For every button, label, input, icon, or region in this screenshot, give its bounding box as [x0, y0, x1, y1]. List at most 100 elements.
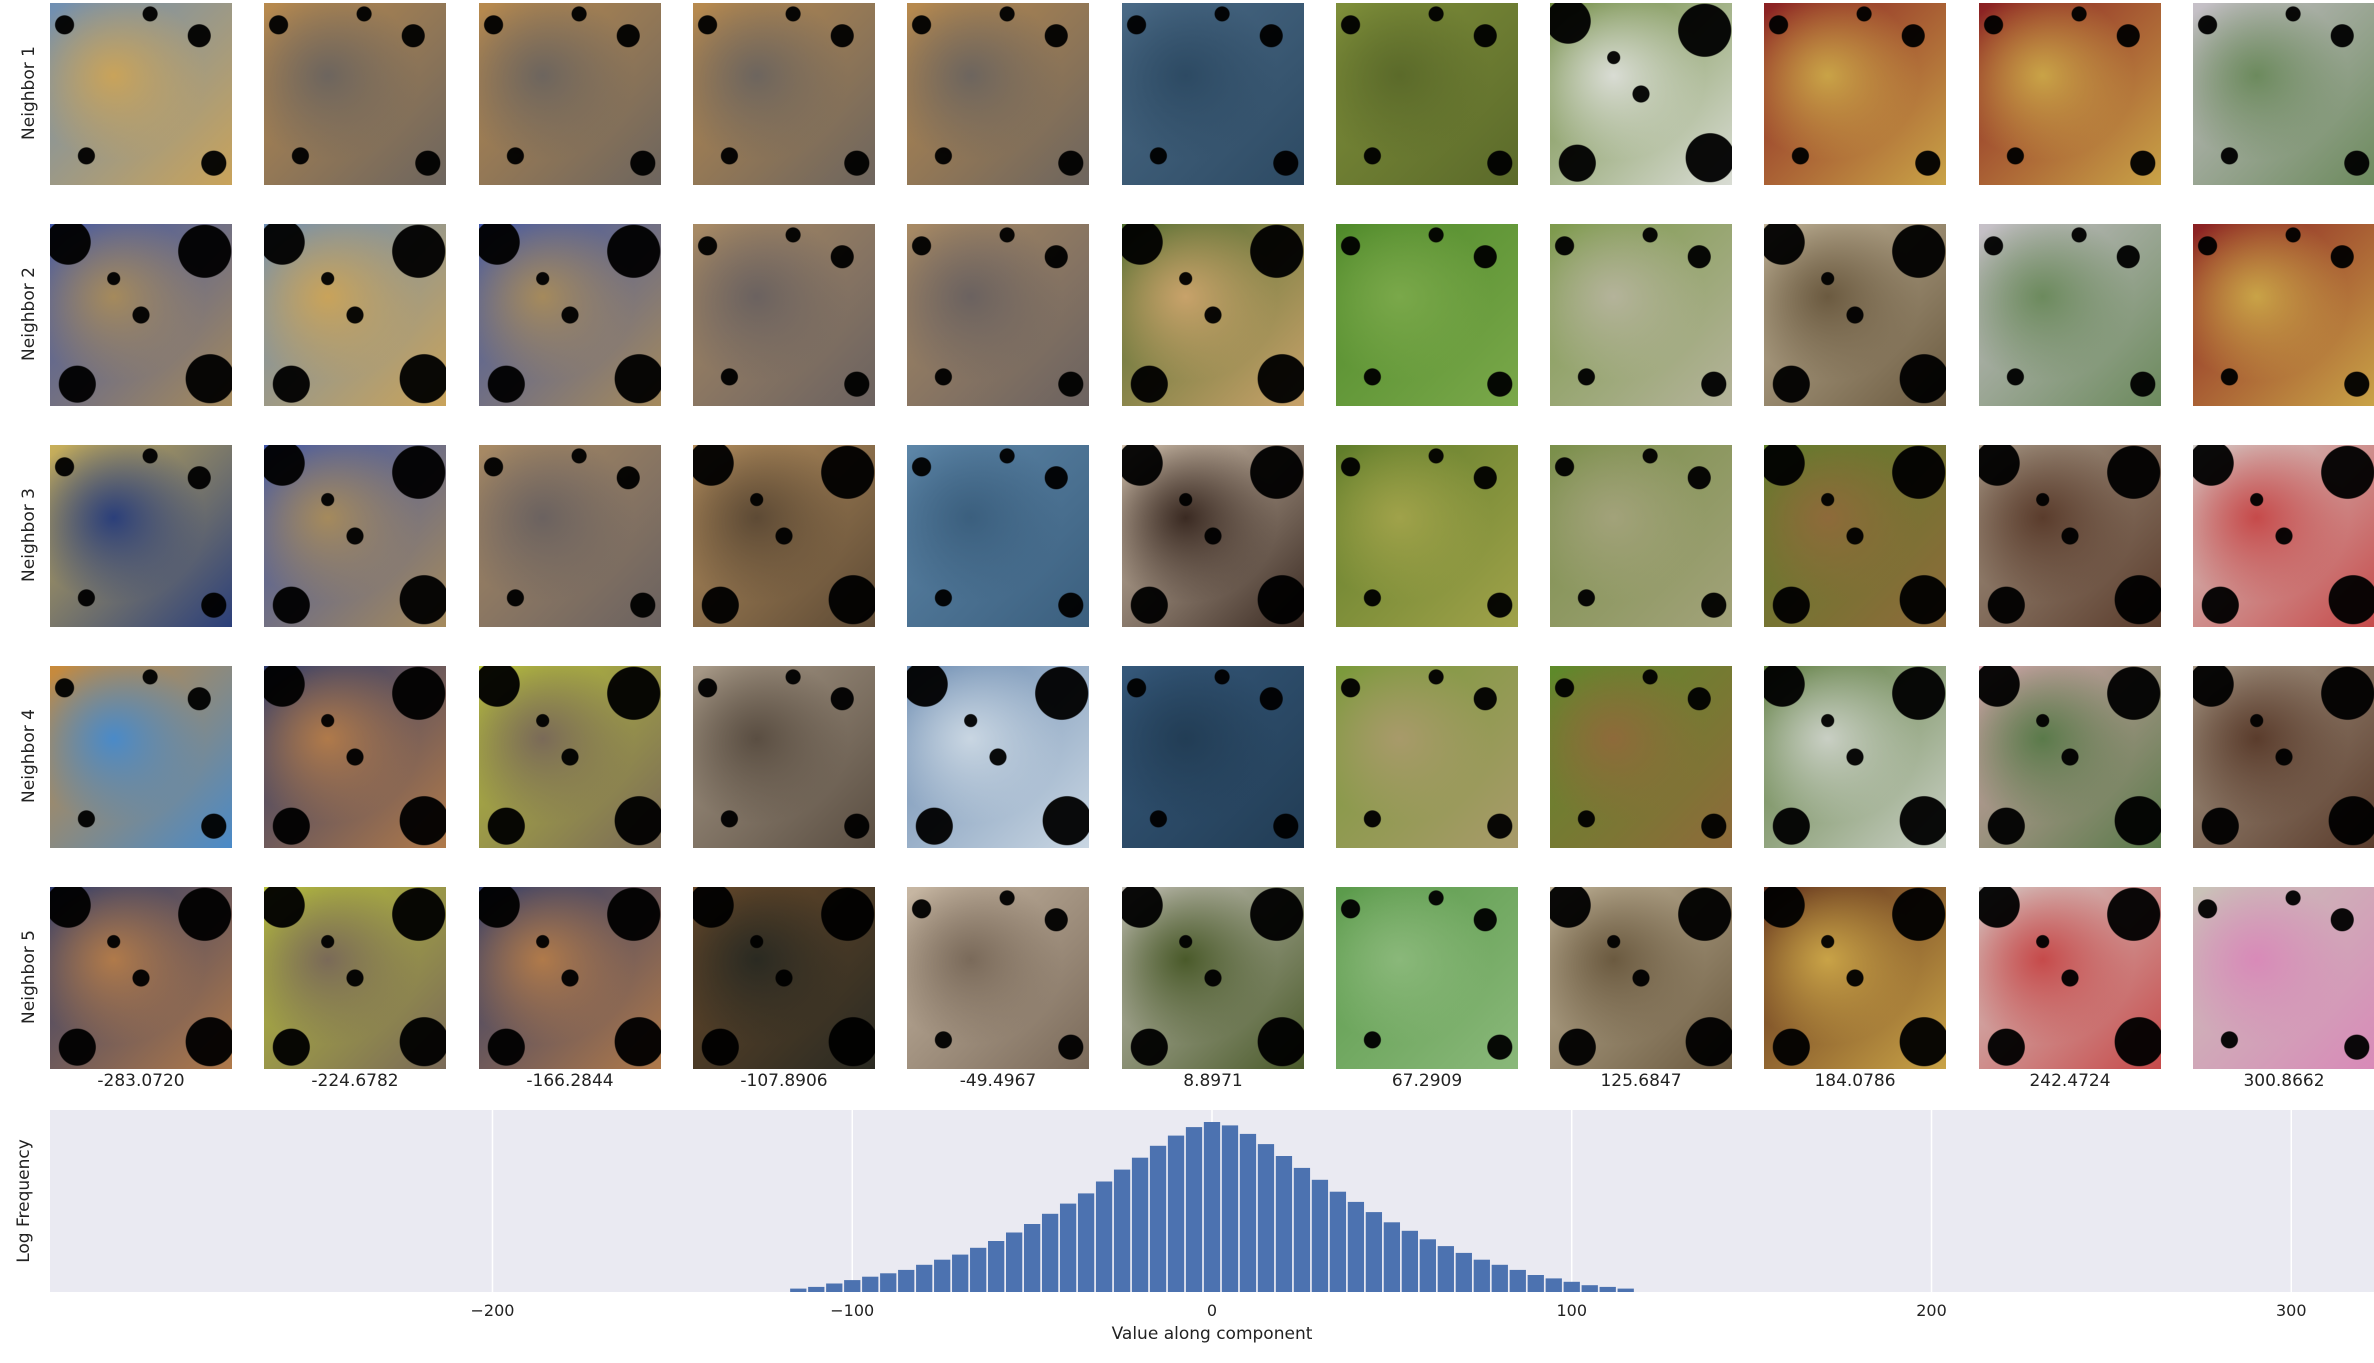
thumbnail-mask: [264, 887, 446, 1069]
puppy-hand-photo: [1122, 445, 1304, 627]
histogram-bar: [1563, 1281, 1580, 1292]
row-label: Neighbor 2: [14, 224, 44, 404]
thumbnail-mask: [1122, 666, 1304, 848]
yellow-board-photo: [479, 666, 661, 848]
grass-insect-photo: [1550, 3, 1732, 185]
histogram-bar: [1077, 1193, 1095, 1292]
histogram-bar: [916, 1264, 933, 1292]
column-value-label: 67.2909: [1391, 1071, 1463, 1091]
thumbnail-mask: [1979, 666, 2161, 848]
histogram-bar: [1419, 1239, 1436, 1292]
fur-floor-photo: [479, 445, 661, 627]
thumbnail-mask: [907, 666, 1089, 848]
histogram-bar: [1581, 1285, 1598, 1292]
thumbnail-mask: [264, 3, 446, 185]
thumbnail-mask: [907, 3, 1089, 185]
thumbnail-mask: [479, 3, 661, 185]
thumbnail-mask: [693, 224, 875, 406]
terrier-puppy-photo: [693, 445, 875, 627]
histogram-bar: [1491, 1264, 1508, 1292]
row-label: Neighbor 4: [14, 666, 44, 846]
column-value-label: -224.6782: [311, 1071, 399, 1091]
thumbnail-mask: [264, 445, 446, 627]
yellow-board-photo: [264, 887, 446, 1069]
thumbnail-mask: [1979, 224, 2161, 406]
histogram-bar: [1437, 1246, 1454, 1292]
measuring-cup-orchid-photo: [2193, 887, 2374, 1069]
boy-dog-photo: [479, 224, 661, 406]
histogram-bar: [1185, 1127, 1203, 1292]
cake-stand-photo: [1764, 887, 1946, 1069]
histogram-bar: [988, 1241, 1005, 1292]
histogram-bar: [1473, 1259, 1490, 1292]
thumbnail-mask: [1550, 3, 1732, 185]
histogram-bar: [1527, 1275, 1544, 1292]
pan-photo: [1550, 887, 1732, 1069]
histogram-bar: [1149, 1145, 1167, 1292]
histogram-bar: [1257, 1144, 1275, 1292]
wine-glass-photo: [1979, 3, 2161, 185]
thumbnail-mask: [907, 224, 1089, 406]
water-photo: [907, 445, 1089, 627]
x-axis-ticks: −200 −100 0 100 200 300: [471, 1301, 2307, 1320]
grass-photo: [1336, 3, 1518, 185]
thumbnail-mask: [2193, 445, 2374, 627]
histogram-bar: [1059, 1203, 1077, 1292]
child-snow-photo: [50, 3, 232, 185]
boy-dog-photo: [50, 224, 232, 406]
thumbnail-mask: [1336, 3, 1518, 185]
histogram-bars: [790, 1122, 1634, 1292]
pan-photo: [1764, 224, 1946, 406]
histogram-bar: [970, 1247, 987, 1292]
histogram-bar: [1347, 1201, 1365, 1292]
histogram-bar: [898, 1269, 915, 1292]
fur-floor-photo: [693, 224, 875, 406]
kitchen-jars-photo: [2193, 666, 2374, 848]
histogram-bar: [862, 1276, 879, 1292]
thumbnail-mask: [50, 445, 232, 627]
thumbnail-mask: [1979, 445, 2161, 627]
thumbnail-mask: [1550, 887, 1732, 1069]
grass-insect-photo: [1764, 666, 1946, 848]
row-label-text: Neighbor 2: [19, 267, 39, 361]
golden-puppy-photo: [479, 3, 661, 185]
histogram-bar: [1329, 1191, 1347, 1292]
thumbnail-mask: [264, 224, 446, 406]
thumbnail-mask: [1122, 445, 1304, 627]
histogram-bar: [1006, 1232, 1023, 1292]
dogs-grass-photo: [1122, 224, 1304, 406]
column-value-label: 242.4724: [2029, 1071, 2111, 1091]
neighbor-grid: Neighbor 1 Neighbor 2 Neighbor 3 Neighbor 4…: [14, 3, 2374, 1091]
histogram-bar: [1095, 1181, 1113, 1292]
thumbnail-mask: [1764, 224, 1946, 406]
thumbnail-mask: [1336, 224, 1518, 406]
thumbnail-mask: [2193, 3, 2374, 185]
glass-jars-photo: [2193, 445, 2374, 627]
histogram-bar: [952, 1254, 969, 1292]
salt-shaker-photo: [2193, 3, 2374, 185]
column-value-label: 8.8971: [1183, 1071, 1243, 1091]
thumbnail-mask: [50, 666, 232, 848]
thumbnail-mask: [907, 445, 1089, 627]
row-label-text: Neighbor 4: [19, 709, 39, 803]
histogram-bar: [808, 1286, 825, 1292]
golden-puppy-photo: [693, 3, 875, 185]
histogram-bar: [880, 1273, 897, 1292]
histogram-bar: [1131, 1157, 1149, 1292]
leaves-photo: [1336, 445, 1518, 627]
grass-butterfly-photo: [1550, 224, 1732, 406]
thumbnail-mask: [479, 445, 661, 627]
thumbnail-mask: [693, 3, 875, 185]
thumbnail-mask: [1764, 887, 1946, 1069]
thumbnail-mask: [1979, 887, 2161, 1069]
thumbnail-mask: [2193, 224, 2374, 406]
x-tick-label: 100: [1556, 1301, 1587, 1320]
histogram-bar: [790, 1288, 807, 1292]
ocean-whale-photo: [1122, 666, 1304, 848]
histogram-bar: [1275, 1156, 1293, 1292]
column-value-label: -49.4967: [959, 1071, 1037, 1091]
grass-butterfly-photo: [1336, 224, 1518, 406]
histogram-bar: [1041, 1213, 1059, 1292]
thumbnail-mask: [693, 887, 875, 1069]
yellow-blue-fabric-photo: [50, 445, 232, 627]
